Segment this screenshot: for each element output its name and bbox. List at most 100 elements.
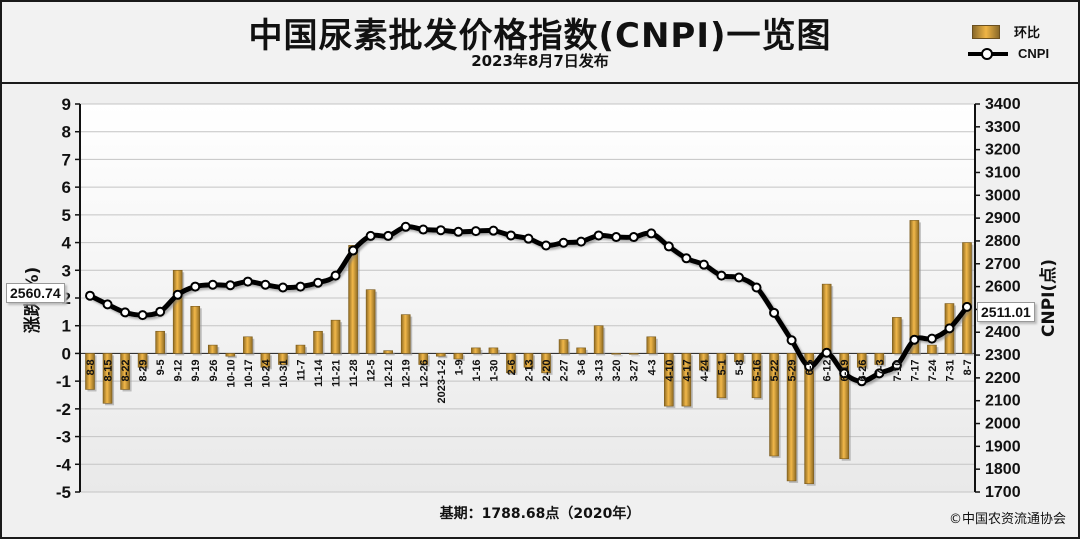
x-tick-label: 5-1 [716, 359, 728, 375]
cnpi-point [172, 289, 183, 300]
x-tick-label: 2023-1-2 [436, 359, 448, 403]
cnpi-point [628, 232, 639, 243]
x-tick-label: 2-27 [559, 359, 571, 381]
left-tick-label: 4 [62, 234, 72, 253]
bar [225, 353, 236, 357]
cnpi-point [681, 253, 692, 264]
legend-label-bar: 环比 [1014, 25, 1041, 40]
bar-shadow [385, 352, 395, 356]
right-tick-label: 3400 [985, 96, 1021, 113]
bar [383, 350, 393, 354]
cnpi-point [137, 310, 148, 321]
bar [786, 353, 797, 482]
bar [962, 242, 972, 354]
x-tick-label: 4-3 [646, 359, 658, 375]
x-tick-label: 7-17 [909, 359, 921, 381]
bar [400, 314, 411, 354]
cnpi-point [541, 240, 552, 251]
cnpi-point [470, 226, 481, 237]
bar [874, 353, 885, 365]
bar [243, 336, 253, 354]
bar [734, 353, 744, 363]
cnpi-point [435, 225, 446, 236]
bar [120, 353, 130, 390]
bar [927, 344, 937, 354]
cnpi-point [839, 368, 850, 379]
cnpi-point [769, 307, 780, 318]
x-tick-label: 7-3 [874, 359, 886, 375]
bar [892, 317, 902, 354]
cnpi-point [716, 270, 727, 281]
chart-header: 中国尿素批发价格指数(CNPI)一览图 2023年8月7日发布 [2, 2, 1078, 84]
right-tick-label: 2600 [985, 279, 1021, 296]
bar [207, 344, 218, 354]
left-tick-label: -2 [56, 400, 71, 419]
x-tick-label: 6-19 [839, 359, 851, 381]
cnpi-point [330, 270, 341, 281]
cnpi-point [120, 307, 131, 318]
left-tick-label: 6 [62, 178, 71, 197]
bar [155, 330, 165, 354]
bar [190, 306, 201, 354]
bar [85, 353, 95, 390]
chart-title: 中国尿素批发价格指数(CNPI)一览图 [248, 16, 832, 56]
left-tick-label: 9 [62, 95, 71, 114]
x-tick-label: 5-8 [734, 359, 746, 375]
x-tick-label: 9-12 [173, 359, 185, 381]
bar-shadow [438, 355, 448, 359]
line-series [85, 221, 972, 387]
right-tick-label: 3200 [985, 142, 1021, 159]
left-tick-label: 5 [62, 206, 71, 225]
bar [102, 353, 113, 404]
left-tick-label: 2 [62, 289, 71, 308]
legend-swatch-line [968, 47, 1008, 61]
x-tick-label: 1-9 [453, 359, 465, 375]
cnpi-point [505, 230, 516, 241]
cnpi-point [383, 230, 394, 241]
x-tick-label: 10-24 [260, 359, 272, 388]
annotation-latest-value: 2511.01 [977, 302, 1035, 322]
cnpi-point [856, 376, 867, 387]
annotation-start-value: 2560.74 [6, 283, 65, 303]
cnpi-point [558, 237, 569, 248]
cnpi-point [207, 279, 218, 290]
x-tick-label: 11-21 [331, 359, 343, 387]
cnpi-point [821, 347, 832, 358]
bar [804, 353, 814, 484]
x-tick-label: 5-22 [769, 359, 781, 381]
right-tick-label: 3300 [985, 119, 1021, 136]
cnpi-point [295, 281, 306, 292]
x-tick-label: 1-16 [471, 359, 483, 381]
bar [330, 319, 341, 354]
cnpi-point [225, 280, 236, 291]
footer-source: ©中国农资流通协会 [948, 512, 1066, 527]
bar [365, 289, 376, 354]
bar [611, 353, 622, 355]
bar [821, 283, 832, 354]
bar [664, 353, 674, 407]
cnpi-point [523, 233, 534, 244]
bar [348, 245, 358, 354]
cnpi-point [663, 241, 674, 252]
left-tick-label: 7 [62, 150, 71, 169]
legend-swatch-bar [972, 24, 1000, 39]
bar [839, 353, 850, 460]
bar [593, 325, 604, 354]
x-tick-label: 3-20 [611, 359, 623, 381]
cnpi-point [190, 281, 201, 292]
bar-shadow [227, 355, 237, 359]
x-tick-label: 2-6 [506, 359, 518, 375]
bar [751, 353, 762, 399]
right-tick-label: 1700 [985, 484, 1021, 501]
cnpi-point [698, 259, 709, 270]
x-tick-label: 7-10 [892, 359, 904, 381]
bar-shadow [631, 355, 641, 357]
bar [295, 344, 306, 354]
x-tick-label: 12-5 [366, 359, 378, 381]
cnpi-point [242, 276, 253, 287]
cnpi-point [365, 230, 376, 241]
left-tick-label: 0 [62, 344, 71, 363]
cnpi-point [804, 361, 815, 372]
cnpi-point [611, 232, 622, 243]
